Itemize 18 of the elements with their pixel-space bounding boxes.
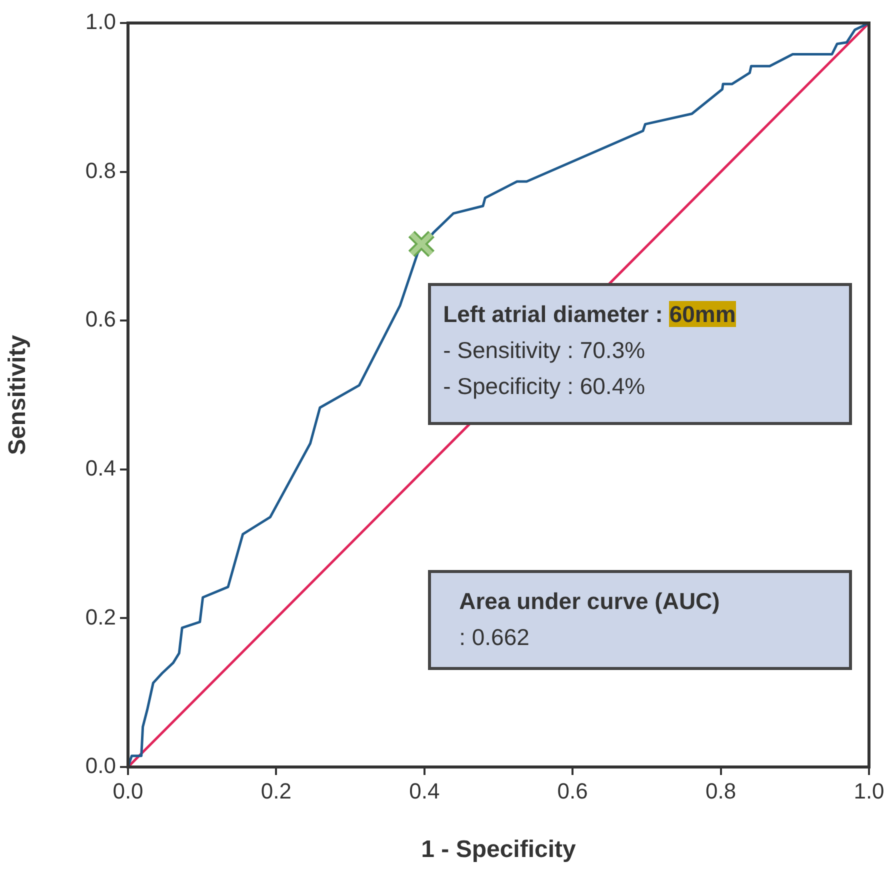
x-tick-label: 0.8 <box>706 778 736 804</box>
text-box: Area under curve (AUC) : 0.662 <box>428 570 852 670</box>
text-box: Left atrial diameter : 60mm - Sensitivity : 70.3% - Specificity : 60.4% <box>428 283 852 425</box>
x-tick-label: 0.0 <box>112 778 144 804</box>
y-tick-label: 0.2 <box>85 604 116 630</box>
x-tick-label: 1.0 <box>854 778 884 804</box>
x-axis-title: 1 - Specificity <box>421 836 577 864</box>
y-tick-label: 0.8 <box>85 158 116 183</box>
y-axis-title: Sensitivity <box>4 334 32 456</box>
y-tick-label: 0.4 <box>85 455 116 480</box>
y-tick-label: 1.0 <box>85 9 116 34</box>
x-tick-label: 0.6 <box>557 778 588 804</box>
y-tick-label: 0.0 <box>85 753 116 778</box>
annotation: Area under curve (AUC) : 0.662 <box>459 588 721 652</box>
y-tick-label: 0.6 <box>85 306 116 332</box>
x-tick-label: 0.2 <box>260 778 292 804</box>
x-tick-label: 0.4 <box>409 778 440 804</box>
annotation: Left atrial diameter : 60mm - Sensitivity : 70.3% - Specificity : 60.4% <box>443 301 737 402</box>
